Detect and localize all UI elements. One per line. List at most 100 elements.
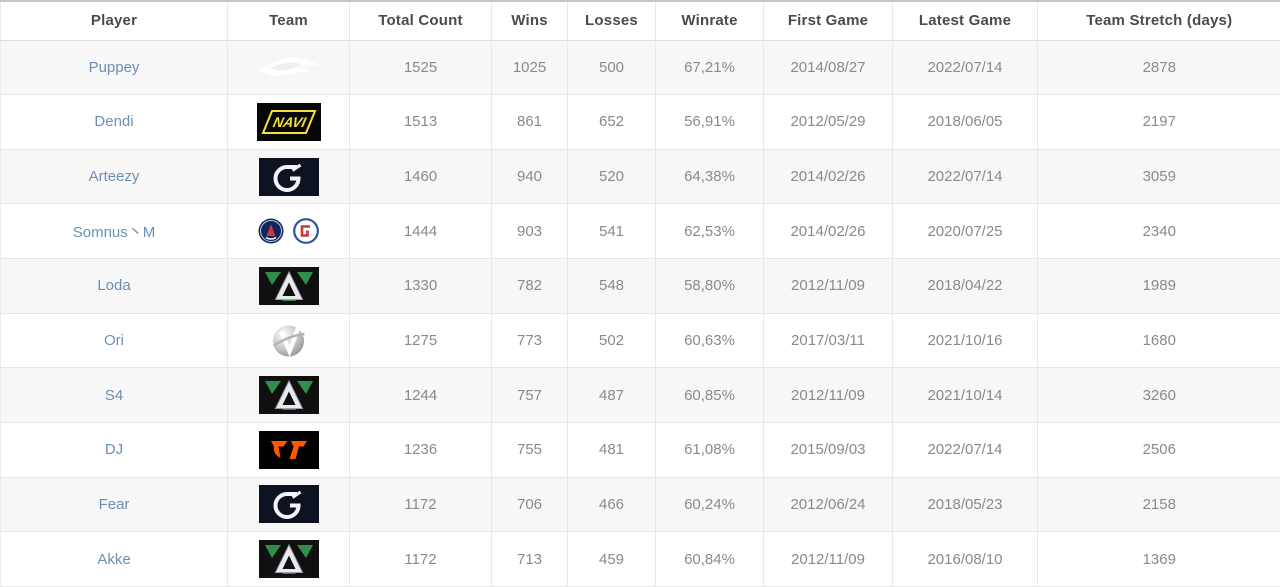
alliance-logo[interactable] [258, 266, 319, 305]
cell-player: S4 [0, 367, 228, 423]
cell-wins: 940 [491, 149, 568, 205]
cell-total: 1444 [349, 203, 492, 260]
cell-first_game: 2015/09/03 [763, 422, 893, 478]
cell-first_game: 2012/11/09 [763, 258, 893, 314]
cell-winrate: 58,80% [655, 258, 764, 314]
cell-player: Arteezy [0, 149, 228, 205]
table-row: Arteezy 1460 940 520 64,38% 2014/02/26 2022/07… [0, 149, 1280, 205]
cell-wins: 706 [491, 477, 568, 533]
team-cell [228, 423, 349, 476]
player-link[interactable]: S4 [104, 386, 124, 404]
player-link[interactable]: DJ [104, 441, 124, 459]
cell-player: Dendi [0, 94, 228, 150]
cell-first_game: 2017/03/11 [763, 313, 893, 369]
alliance-logo[interactable] [258, 376, 319, 415]
cell-latest_game: 2018/06/05 [892, 94, 1038, 150]
cell-latest_game: 2022/07/14 [892, 422, 1038, 478]
lgd-logo[interactable] [293, 218, 319, 245]
evil-geniuses-logo[interactable] [258, 485, 319, 524]
column-header-first_game: First Game [763, 1, 893, 41]
cell-player: DJ [0, 422, 228, 478]
table-body: Puppey 1525 1025 500 67,21% 2014/08/27 2022/07… [0, 40, 1280, 587]
evil-geniuses-logo[interactable] [258, 157, 319, 196]
cell-first_game: 2014/08/27 [763, 40, 893, 96]
psg-lgd-logo[interactable] [258, 218, 284, 244]
cell-latest_game: 2020/07/25 [892, 203, 1038, 260]
team-cell [228, 204, 349, 257]
cell-team [227, 367, 350, 423]
cell-player: Loda [0, 258, 228, 314]
cell-first_game: 2012/06/24 [763, 477, 893, 533]
cell-wins: 903 [491, 203, 568, 260]
cell-latest_game: 2022/07/14 [892, 149, 1038, 205]
column-header-player: Player [0, 1, 228, 41]
cell-total: 1172 [349, 531, 492, 587]
cell-wins: 713 [491, 531, 568, 587]
cell-total: 1460 [349, 149, 492, 205]
cell-wins: 755 [491, 422, 568, 478]
alliance-logo[interactable] [258, 540, 319, 579]
cell-losses: 502 [567, 313, 656, 369]
fnatic-logo[interactable] [258, 430, 319, 469]
cell-winrate: 56,91% [655, 94, 764, 150]
cell-stretch: 3260 [1037, 367, 1280, 423]
player-link[interactable]: Dendi [94, 113, 134, 131]
player-link[interactable]: Arteezy [88, 168, 140, 186]
team-cell [228, 150, 349, 203]
cell-losses: 541 [567, 203, 656, 260]
cell-wins: 1025 [491, 40, 568, 96]
table-header: Player Team Total Count Wins Losses Winrate Fi… [0, 1, 1280, 41]
team-cell [228, 314, 349, 367]
cell-total: 1525 [349, 40, 492, 96]
cell-winrate: 61,08% [655, 422, 764, 478]
cell-team [227, 313, 350, 369]
cell-total: 1513 [349, 94, 492, 150]
cell-losses: 481 [567, 422, 656, 478]
column-header-team: Team [227, 1, 350, 41]
cell-latest_game: 2021/10/16 [892, 313, 1038, 369]
cell-first_game: 2012/05/29 [763, 94, 893, 150]
player-link[interactable]: Loda [97, 277, 131, 295]
cell-player: Ori [0, 313, 228, 369]
cell-total: 1236 [349, 422, 492, 478]
cell-player: Akke [0, 531, 228, 587]
cell-player: Somnus丶M [0, 203, 228, 260]
table-row: S4 1244 757 487 60,85% 2012/11/09 2021/10/14 32… [0, 367, 1280, 423]
team-secret-logo[interactable] [257, 49, 321, 85]
player-link[interactable]: Akke [97, 550, 131, 568]
cell-first_game: 2014/02/26 [763, 149, 893, 205]
cell-player: Puppey [0, 40, 228, 96]
cell-latest_game: 2018/05/23 [892, 477, 1038, 533]
column-header-latest_game: Latest Game [892, 1, 1038, 41]
cell-losses: 466 [567, 477, 656, 533]
player-link[interactable]: Ori [104, 332, 124, 350]
player-link[interactable]: Fear [98, 495, 130, 513]
player-link[interactable]: Somnus丶M [72, 223, 156, 241]
cell-first_game: 2012/11/09 [763, 367, 893, 423]
cell-stretch: 2878 [1037, 40, 1280, 96]
column-header-winrate: Winrate [655, 1, 764, 41]
cell-wins: 861 [491, 94, 568, 150]
cell-stretch: 3059 [1037, 149, 1280, 205]
cell-wins: 757 [491, 367, 568, 423]
player-link[interactable]: Puppey [88, 58, 140, 76]
cell-team [227, 531, 350, 587]
cell-winrate: 64,38% [655, 149, 764, 205]
vici-gaming-logo[interactable] [270, 322, 307, 359]
column-header-wins: Wins [491, 1, 568, 41]
table-row: Ori 1275 773 502 60,63% 2017/03/11 2021/10/16 1… [0, 313, 1280, 369]
cell-winrate: 60,63% [655, 313, 764, 369]
cell-latest_game: 2016/08/10 [892, 531, 1038, 587]
cell-winrate: 62,53% [655, 203, 764, 260]
table-row: Loda 1330 782 548 58,80% 2012/11/09 2018/04/22… [0, 258, 1280, 314]
team-cell [228, 478, 349, 531]
table-row: DJ 1236 755 481 61,08% 2015/09/03 2022/07/14 25… [0, 422, 1280, 478]
cell-first_game: 2014/02/26 [763, 203, 893, 260]
table-row: Dendi NAVI 1513 861 652 56,91% 2012/05/29 2018/… [0, 94, 1280, 150]
cell-losses: 548 [567, 258, 656, 314]
cell-stretch: 2340 [1037, 203, 1280, 260]
cell-wins: 782 [491, 258, 568, 314]
team-cell [228, 41, 349, 94]
cell-first_game: 2012/11/09 [763, 531, 893, 587]
navi-logo[interactable]: NAVI [256, 102, 321, 141]
